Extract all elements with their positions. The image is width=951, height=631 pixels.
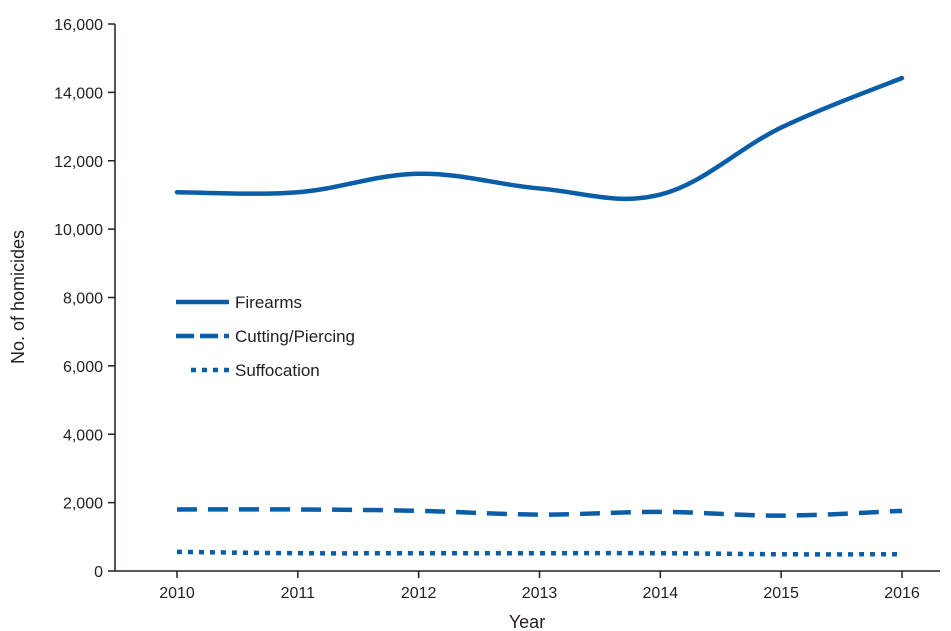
legend-label: Cutting/Piercing [235, 327, 355, 346]
x-tick-label: 2014 [643, 585, 679, 602]
y-tick-label: 8,000 [63, 291, 103, 308]
y-axis-ticks: 0 2,000 4,000 6,000 8,000 10,000 12,000 14,000 1… [54, 17, 115, 581]
x-axis-title: Year [509, 612, 545, 631]
x-tick-label: 2016 [884, 585, 920, 602]
series-line-firearms [174, 75, 905, 202]
y-tick-label: 6,000 [63, 359, 103, 376]
series-lines [174, 75, 905, 557]
y-tick-label: 14,000 [54, 85, 103, 102]
series-line-suffocation [176, 549, 903, 557]
x-tick-label: 2011 [281, 585, 316, 602]
series-line-cutting-piercing [176, 507, 903, 518]
y-tick-label: 12,000 [54, 154, 103, 171]
legend: Firearms Cutting/Piercing Suffocation [176, 293, 355, 380]
y-tick-label: 16,000 [54, 17, 103, 34]
y-tick-label: 2,000 [63, 496, 103, 513]
x-tick-label: 2012 [401, 585, 437, 602]
y-tick-label: 0 [94, 564, 103, 581]
y-tick-label: 4,000 [63, 427, 103, 444]
x-tick-label: 2015 [763, 585, 799, 602]
y-axis-title: No. of homicides [8, 230, 28, 364]
x-tick-label: 2013 [522, 585, 558, 602]
legend-label: Suffocation [235, 361, 320, 380]
x-tick-label: 2010 [159, 585, 195, 602]
x-axis-ticks: 2010 2011 2012 2013 2014 2015 2016 [159, 571, 920, 602]
legend-label: Firearms [235, 293, 302, 312]
y-tick-label: 10,000 [54, 222, 103, 239]
